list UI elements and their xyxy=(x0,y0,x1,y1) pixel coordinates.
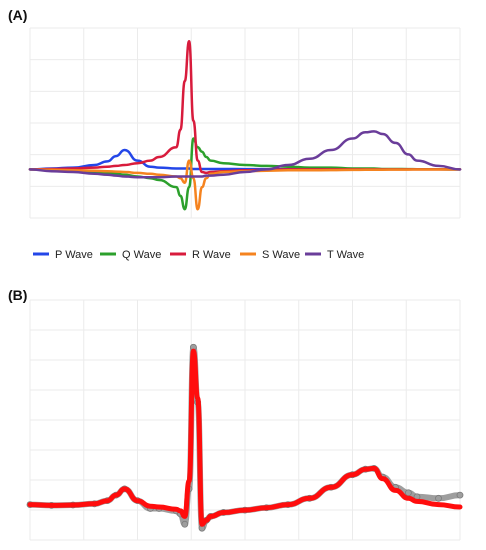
series-line-s-wave xyxy=(28,159,462,211)
legend-label: P Wave xyxy=(55,249,93,261)
legend-label: Q Wave xyxy=(122,249,161,261)
series-line-t-wave xyxy=(28,130,462,179)
panel-a-plot xyxy=(28,27,462,219)
data-point xyxy=(404,489,412,497)
legend-label: S Wave xyxy=(262,249,300,261)
data-point xyxy=(181,520,189,528)
panel-a-legend: P Wave Q Wave R Wave S Wave T Wave xyxy=(33,249,364,261)
legend-item-q-wave: Q Wave xyxy=(100,249,161,261)
panel-b-series xyxy=(26,343,464,532)
panel-a-series xyxy=(28,40,462,211)
legend-label: R Wave xyxy=(192,249,231,261)
legend-item-t-wave: T Wave xyxy=(305,249,364,261)
data-point xyxy=(456,491,464,499)
legend-label: T Wave xyxy=(327,249,364,261)
legend-item-p-wave: P Wave xyxy=(33,249,93,261)
panel-b-plot xyxy=(26,299,464,541)
series-line-fitted-signal xyxy=(27,348,463,527)
panel-b-label: (B) xyxy=(8,287,27,303)
data-point xyxy=(435,494,442,502)
panel-a-label: (A) xyxy=(8,7,27,23)
panel-a-gridlines xyxy=(29,27,461,219)
legend-item-r-wave: R Wave xyxy=(170,249,231,261)
legend-item-s-wave: S Wave xyxy=(240,249,300,261)
